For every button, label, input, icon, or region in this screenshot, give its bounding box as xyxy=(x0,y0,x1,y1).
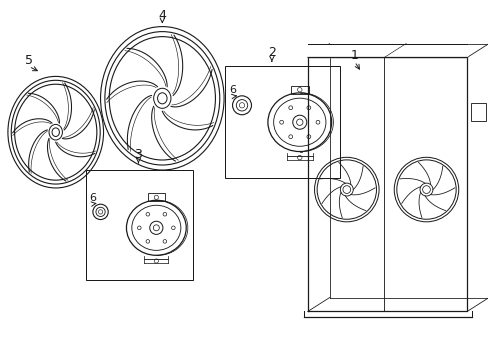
Circle shape xyxy=(422,186,429,193)
Circle shape xyxy=(342,186,350,193)
Bar xyxy=(290,86,308,94)
Text: 2: 2 xyxy=(267,46,275,59)
Text: 6: 6 xyxy=(89,193,96,203)
Text: 1: 1 xyxy=(350,49,358,62)
Text: 3: 3 xyxy=(134,148,142,161)
Text: 5: 5 xyxy=(25,54,33,67)
Bar xyxy=(85,170,193,280)
Bar xyxy=(470,103,485,121)
Text: 4: 4 xyxy=(158,9,166,22)
Bar xyxy=(224,67,339,178)
Bar xyxy=(148,193,164,201)
Text: 6: 6 xyxy=(229,85,236,95)
